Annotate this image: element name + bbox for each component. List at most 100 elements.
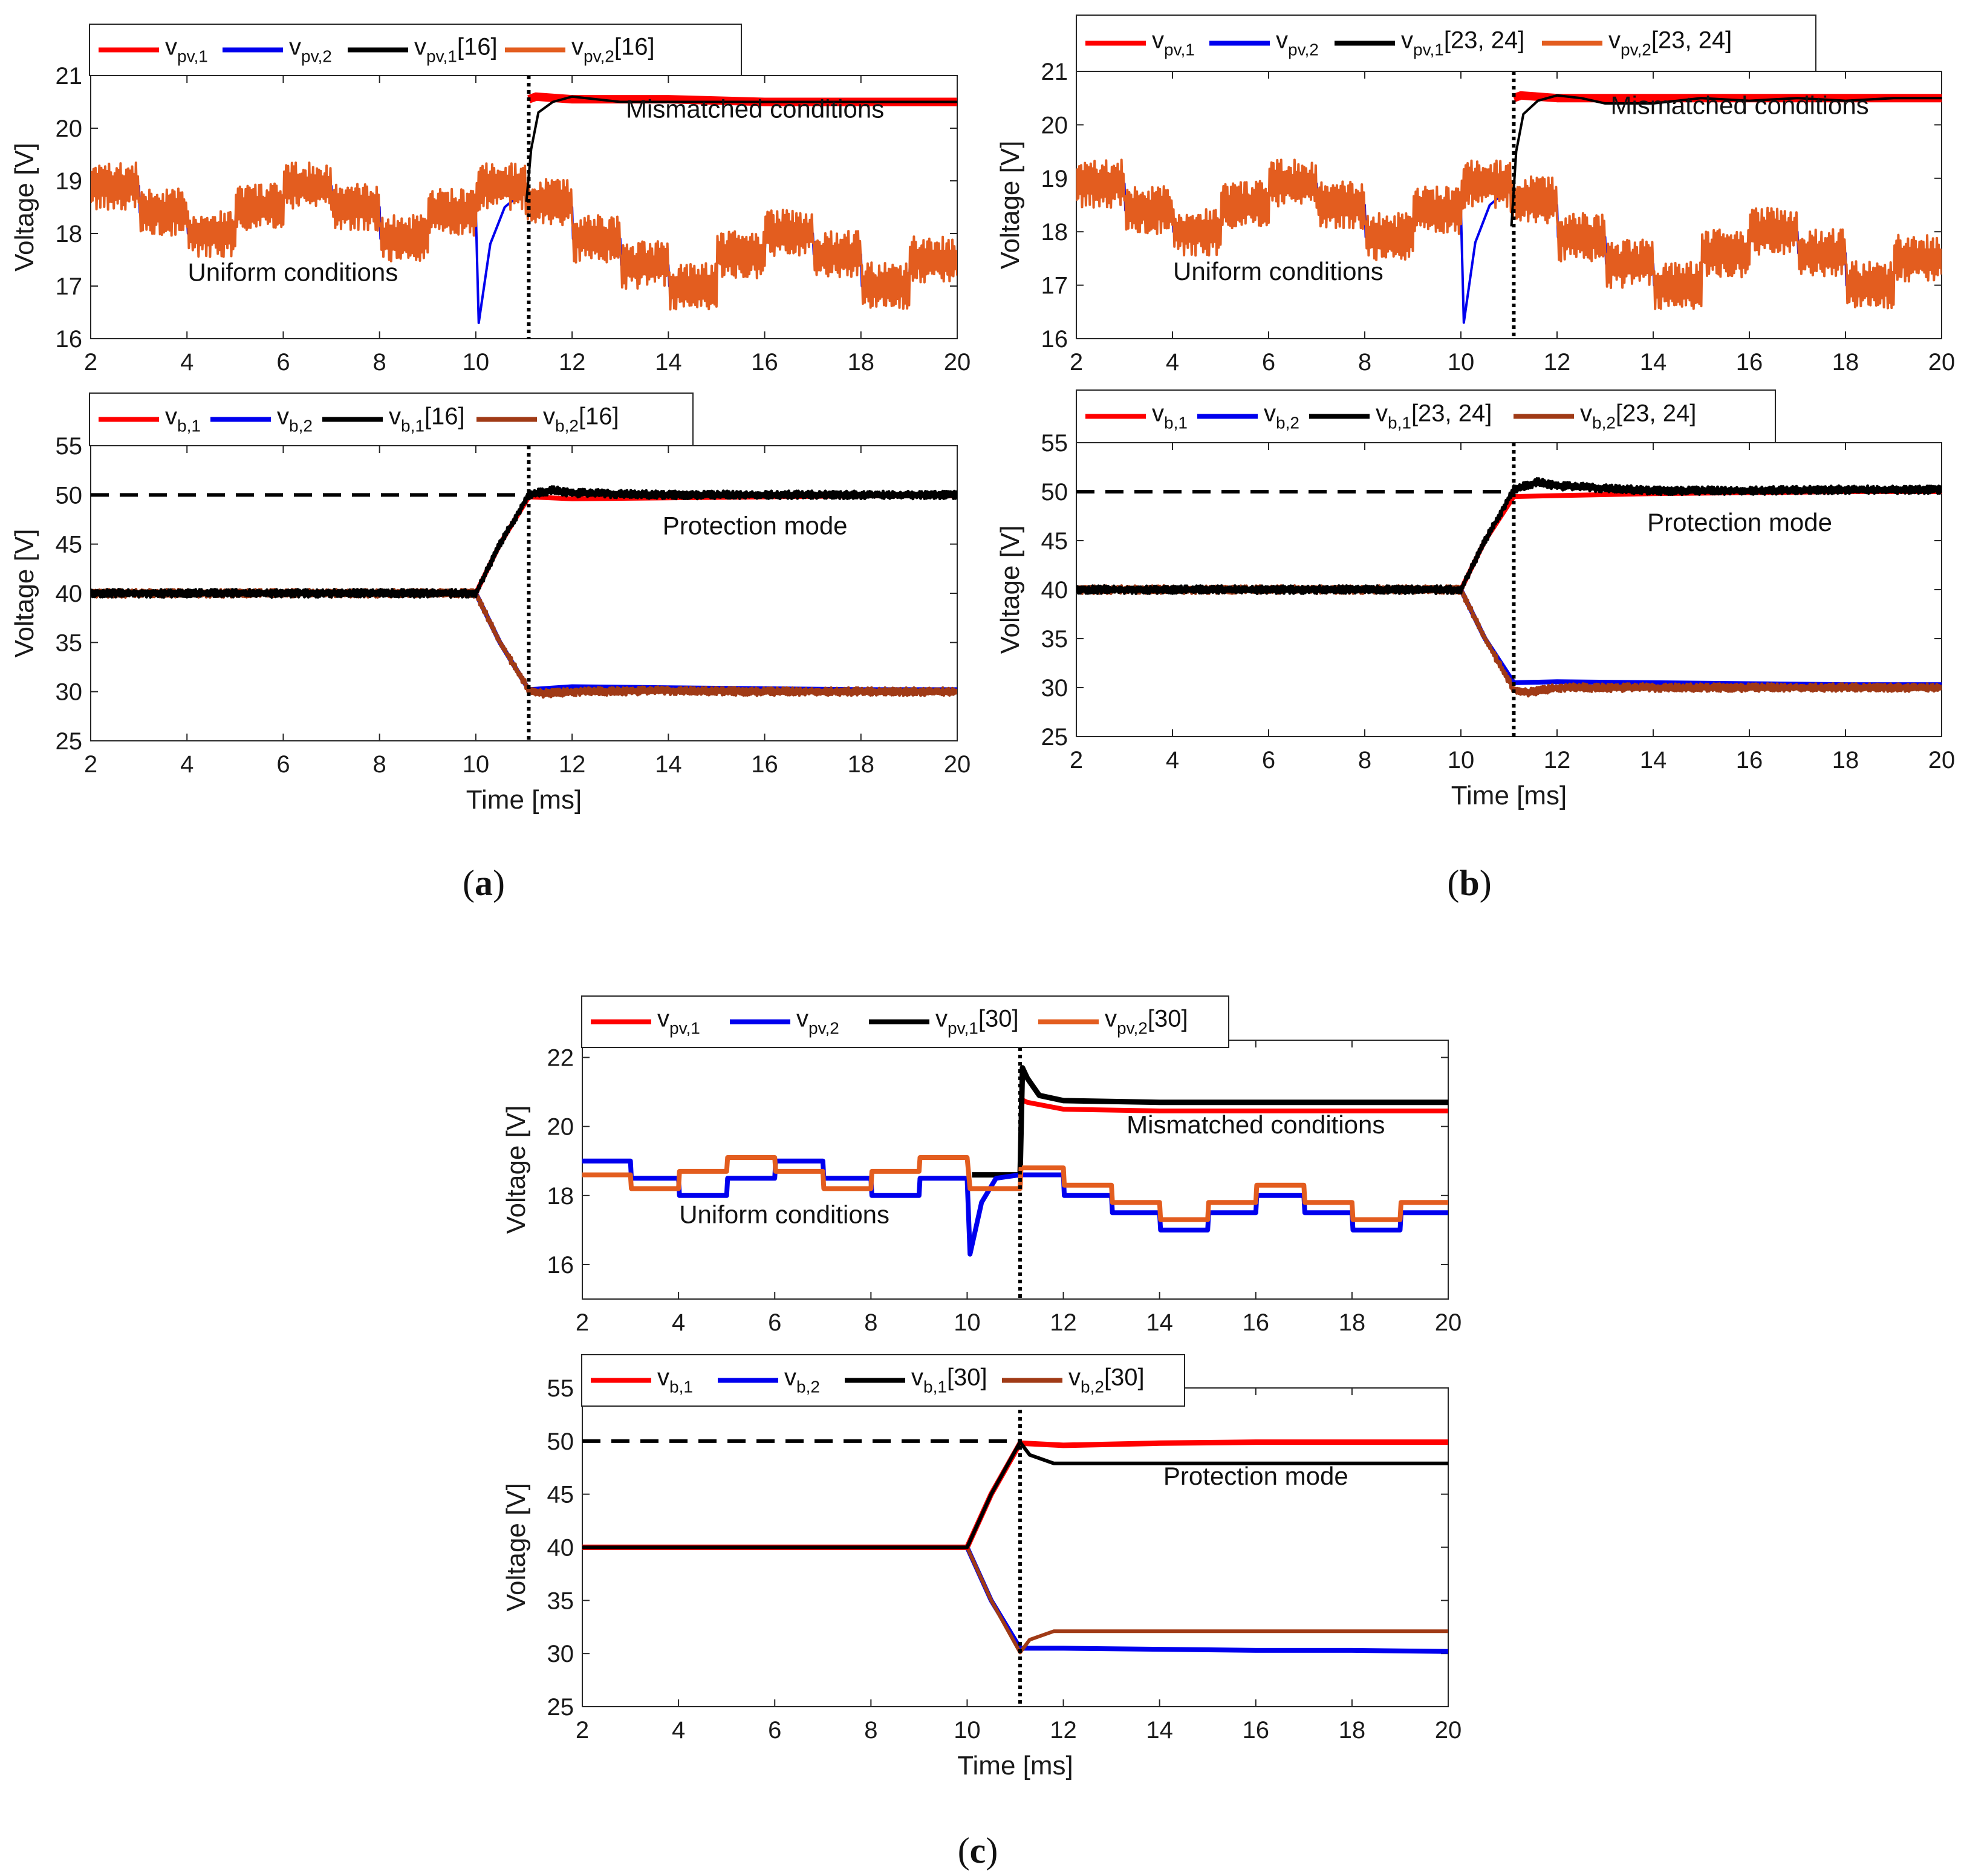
legend-entry: vb,1: [1152, 400, 1188, 432]
x-tick-label: 10: [1448, 349, 1475, 376]
x-tick-label: 6: [276, 751, 290, 778]
annotation-text: Uniform conditions: [187, 258, 398, 286]
x-tick-label: 20: [1928, 747, 1956, 774]
y-tick-label: 45: [1041, 528, 1068, 555]
x-tick-label: 16: [751, 751, 778, 778]
x-tick-label: 6: [1262, 747, 1275, 774]
y-tick-label: 30: [56, 679, 83, 706]
x-tick-label: 14: [1146, 1717, 1173, 1744]
legend-entry: vpv,2[30]: [1105, 1006, 1188, 1038]
series-line: [1019, 1096, 1448, 1113]
y-tick-label: 30: [547, 1641, 574, 1667]
legend-entry: vb,1: [165, 403, 201, 435]
legend-entry: vpv,1: [1152, 27, 1195, 59]
x-tick-label: 12: [1544, 349, 1571, 376]
y-axis-label: Voltage [V]: [995, 141, 1025, 270]
legend-entry: vb,1: [657, 1364, 693, 1396]
y-tick-label: 30: [1041, 675, 1068, 702]
x-tick-label: 4: [672, 1717, 685, 1744]
legend-box: [1076, 389, 1776, 443]
x-tick-label: 8: [373, 349, 386, 376]
x-tick-label: 4: [672, 1309, 685, 1336]
chart-b-bottom: 2 4 6 8 10 12 14 16 18 20 25 30 35 40 45 50 55 Voltage [V…: [995, 389, 1956, 810]
annotation-text: Protection mode: [663, 511, 848, 539]
chart-c-bottom: 2 4 6 8 10 12 14 16 18 20 25 30 35 40 45 50 55 Voltage [V…: [501, 1354, 1462, 1780]
y-tick-label: 40: [547, 1535, 574, 1562]
x-tick-label: 10: [954, 1717, 981, 1744]
x-tick-label: 16: [1243, 1309, 1270, 1336]
y-tick-label: 18: [1041, 219, 1068, 246]
legend-entry: vb,1[23, 24]: [1376, 400, 1492, 432]
legend-entry: vpv,1[16]: [414, 34, 498, 66]
x-tick-label: 4: [180, 751, 193, 778]
y-tick-label: 18: [547, 1183, 574, 1210]
legend-entry: vb,2[16]: [543, 403, 619, 435]
y-tick-label: 21: [56, 63, 83, 90]
plot-area: [91, 92, 957, 324]
legend-entry: vb,2: [277, 403, 313, 435]
series-line: [582, 1545, 1448, 1655]
annotation-text: Mismatched conditions: [626, 95, 884, 123]
x-tick-label: 18: [848, 751, 875, 778]
y-tick-label: 55: [56, 433, 83, 460]
chart-a-top: 2 4 6 8 10 12 14 16 18 20 16 17 18 19 20 21 Voltage [V] M…: [10, 24, 971, 376]
y-tick-label: 25: [56, 728, 83, 755]
legend-entry: vpv,2[16]: [571, 34, 655, 66]
x-tick-label: 10: [954, 1309, 981, 1336]
x-tick-label: 16: [1736, 349, 1763, 376]
x-tick-label: 10: [463, 349, 490, 376]
x-tick-label: 14: [655, 751, 682, 778]
y-tick-label: 35: [1041, 626, 1068, 653]
y-tick-label: 45: [547, 1482, 574, 1508]
legend-box: [89, 24, 742, 76]
series-line: [1076, 158, 1942, 310]
y-tick-label: 17: [1041, 273, 1068, 299]
y-tick-label: 19: [56, 168, 83, 195]
y-tick-label: 21: [1041, 59, 1068, 85]
x-tick-label: 2: [84, 751, 97, 778]
y-axis-label: Voltage [V]: [501, 1106, 531, 1234]
x-tick-label: 18: [848, 349, 875, 376]
x-tick-label: 4: [180, 349, 193, 376]
x-tick-label: 16: [1736, 747, 1763, 774]
x-tick-label: 2: [84, 349, 97, 376]
plot-area: [1076, 477, 1942, 698]
x-tick-label: 20: [1435, 1309, 1462, 1336]
legend-box: [89, 392, 694, 446]
annotation-text: Mismatched conditions: [1127, 1110, 1385, 1139]
caption-a: (a): [463, 863, 505, 903]
legend-entry: vpv,1: [657, 1006, 700, 1038]
y-tick-label: 35: [547, 1588, 574, 1614]
x-tick-label: 8: [864, 1309, 877, 1336]
chart-b-top: 2 4 6 8 10 12 14 16 18 20 16 17 18 19 20 21 Voltage [V] M…: [995, 15, 1955, 376]
x-tick-label: 14: [1146, 1309, 1173, 1336]
series-line: [582, 1440, 1448, 1549]
caption-b: (b): [1447, 863, 1491, 903]
x-axis-label: Time [ms]: [466, 785, 582, 815]
y-tick-label: 45: [56, 532, 83, 558]
x-tick-label: 14: [655, 349, 682, 376]
x-axis-label: Time [ms]: [1451, 781, 1567, 810]
series-line: [1510, 94, 1942, 227]
x-tick-label: 10: [463, 751, 490, 778]
x-tick-label: 4: [1166, 349, 1179, 376]
y-tick-label: 50: [56, 482, 83, 509]
y-tick-label: 16: [1041, 326, 1068, 353]
x-tick-label: 8: [373, 751, 386, 778]
legend-entry: vpv,1: [165, 34, 208, 66]
caption-c: (c): [958, 1831, 998, 1871]
x-tick-label: 8: [1358, 747, 1371, 774]
series-line: [525, 95, 957, 202]
x-tick-label: 8: [864, 1717, 877, 1744]
y-tick-label: 16: [547, 1252, 574, 1278]
y-tick-label: 50: [1041, 479, 1068, 506]
chart-c-top: 2 4 6 8 10 12 14 16 18 20 16 18 20 22 Voltage [V] Misma…: [501, 995, 1462, 1336]
legend-entry: vpv,1[30]: [935, 1006, 1019, 1038]
y-tick-label: 17: [56, 273, 83, 300]
x-tick-label: 6: [768, 1717, 781, 1744]
series-line: [91, 485, 957, 599]
x-tick-label: 8: [1358, 349, 1371, 376]
x-tick-label: 16: [1243, 1717, 1270, 1744]
y-tick-label: 55: [1041, 430, 1068, 457]
